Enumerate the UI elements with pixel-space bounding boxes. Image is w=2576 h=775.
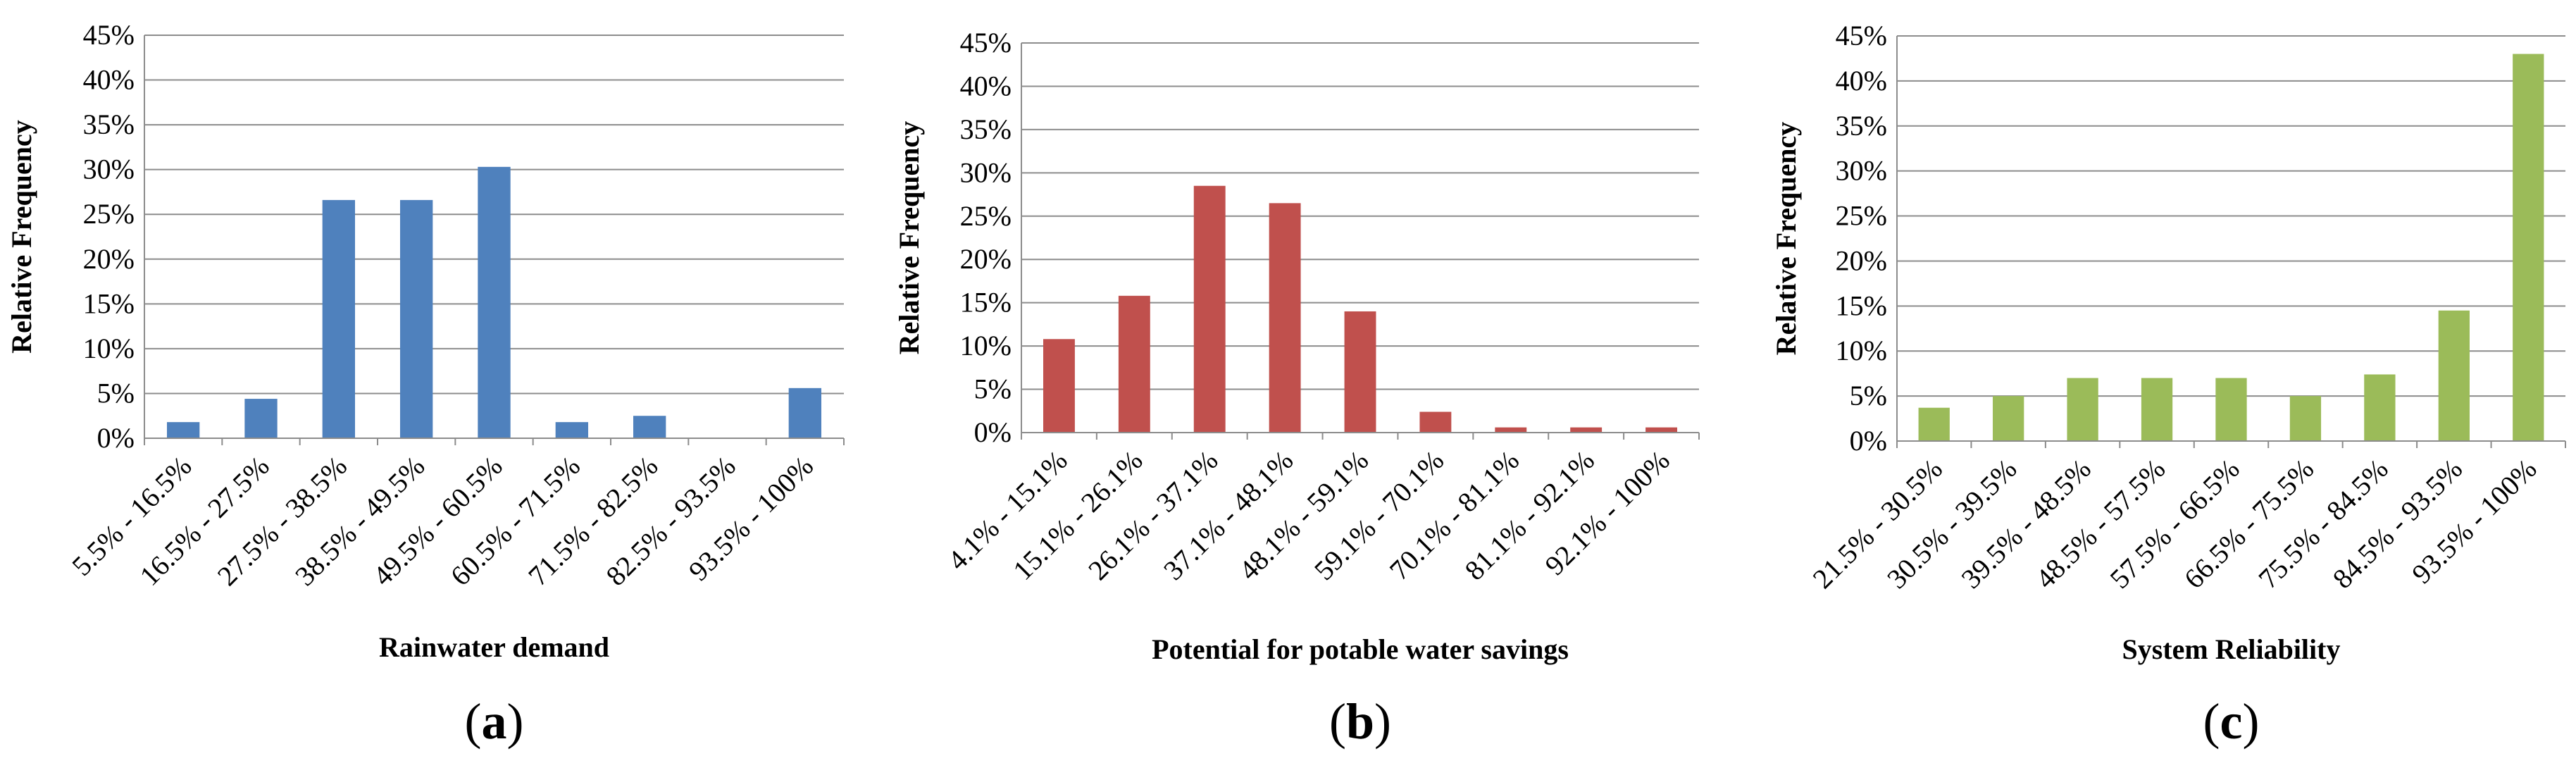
bar <box>399 199 433 438</box>
bar <box>1043 339 1075 433</box>
y-tick-label: 35% <box>960 113 1012 145</box>
x-tick-label: 39.5% - 48.5% <box>1955 453 2097 595</box>
chart-c: 0% 5% 10% 15% 20% 25% 30% 35% 40% 45% 21.5% - 30.5… <box>1770 20 2566 750</box>
y-tick-label: 40% <box>1836 65 1887 97</box>
y-tick-label: 5% <box>974 373 1012 405</box>
x-axis-label: System Reliability <box>2122 633 2341 665</box>
bar <box>244 399 278 438</box>
x-tick-label: 59.1% - 70.1% <box>1308 445 1450 587</box>
y-tick-label: 0% <box>974 416 1012 448</box>
bar <box>2215 378 2247 441</box>
panel-label: (a) <box>465 693 524 750</box>
x-tick-label: 84.5% - 93.5% <box>2327 453 2469 595</box>
bar <box>1193 185 1226 433</box>
bar <box>2141 378 2173 441</box>
y-tick-label: 5% <box>97 377 135 409</box>
y-tick-label: 15% <box>1836 290 1887 321</box>
x-tick-label: 57.5% - 66.5% <box>2103 453 2246 595</box>
y-tick-label: 10% <box>83 333 135 364</box>
x-tick-label: 66.5% - 75.5% <box>2178 453 2320 595</box>
y-tick-label: 45% <box>1836 20 1887 51</box>
bar <box>2364 374 2396 441</box>
y-tick-label: 45% <box>83 19 135 51</box>
x-tick-label: 26.1% - 37.1% <box>1082 445 1224 587</box>
bar <box>555 422 589 438</box>
y-tick-label: 25% <box>83 198 135 230</box>
y-tick-label: 45% <box>960 27 1012 58</box>
x-tick-label: 48.5% - 57.5% <box>2029 453 2172 595</box>
x-tick-label: 48.1% - 59.1% <box>1233 445 1375 587</box>
y-tick-label: 20% <box>83 243 135 275</box>
y-axis-label: Relative Frequency <box>893 121 925 354</box>
y-tick-label: 0% <box>1850 425 1887 457</box>
x-tick-label: 30.5% - 39.5% <box>1881 453 2023 595</box>
x-axis-label: Rainwater demand <box>379 631 609 663</box>
bar <box>1645 427 1678 433</box>
y-tick-label: 25% <box>960 200 1012 232</box>
y-tick-label: 5% <box>1850 380 1887 411</box>
y-tick-label: 10% <box>1836 335 1887 366</box>
bar <box>322 199 356 438</box>
x-axis-label: Potential for potable water savings <box>1152 633 1569 665</box>
x-tick-label: 81.1% - 92.1% <box>1459 445 1601 587</box>
bar <box>2067 378 2098 441</box>
bar <box>1269 203 1301 433</box>
y-tick-label: 10% <box>960 330 1012 361</box>
bar <box>1344 311 1376 433</box>
y-tick-label: 30% <box>83 154 135 185</box>
y-tick-label: 20% <box>1836 244 1887 276</box>
x-tick-label: 21.5% - 30.5% <box>1807 453 1949 595</box>
bar <box>1918 407 1950 441</box>
bar <box>478 166 511 438</box>
y-tick-label: 40% <box>83 64 135 96</box>
x-tick-label: 70.1% - 81.1% <box>1383 445 1526 587</box>
y-tick-label: 15% <box>960 287 1012 318</box>
bar <box>2289 396 2322 441</box>
bar <box>2513 54 2544 442</box>
panel-label: (c) <box>2203 693 2260 750</box>
y-axis-label: Relative Frequency <box>6 120 37 353</box>
chart-b: 0%5%10%15%20%25%30%35%40%45%4.1% - 15.1%… <box>893 27 1700 750</box>
y-tick-label: 25% <box>1836 200 1887 232</box>
bar <box>1118 295 1150 433</box>
y-tick-label: 20% <box>960 243 1012 275</box>
y-tick-label: 0% <box>97 422 135 454</box>
y-tick-label: 35% <box>1836 110 1887 142</box>
y-tick-label: 30% <box>960 156 1012 188</box>
y-axis-label: Relative Frequency <box>1770 122 1802 355</box>
bar <box>1993 396 2024 441</box>
y-tick-label: 40% <box>960 70 1012 101</box>
x-tick-label: 37.1% - 48.1% <box>1157 445 1300 587</box>
y-tick-label: 15% <box>83 287 135 319</box>
bar <box>1419 411 1452 433</box>
y-tick-label: 30% <box>1836 155 1887 187</box>
bar <box>1495 427 1527 433</box>
bar <box>633 416 666 438</box>
bar <box>2438 310 2470 441</box>
bar <box>1570 427 1603 433</box>
x-tick-label: 75.5% - 84.5% <box>2252 453 2394 595</box>
bar <box>166 422 200 438</box>
bar <box>788 388 822 438</box>
x-tick-label: 15.1% - 26.1% <box>1007 445 1149 587</box>
chart-a: 0%5%10%15%20%25%30%35%40%45%5.5% - 16.5%… <box>6 19 845 750</box>
y-tick-label: 35% <box>83 108 135 140</box>
panel-label: (b) <box>1329 693 1391 750</box>
